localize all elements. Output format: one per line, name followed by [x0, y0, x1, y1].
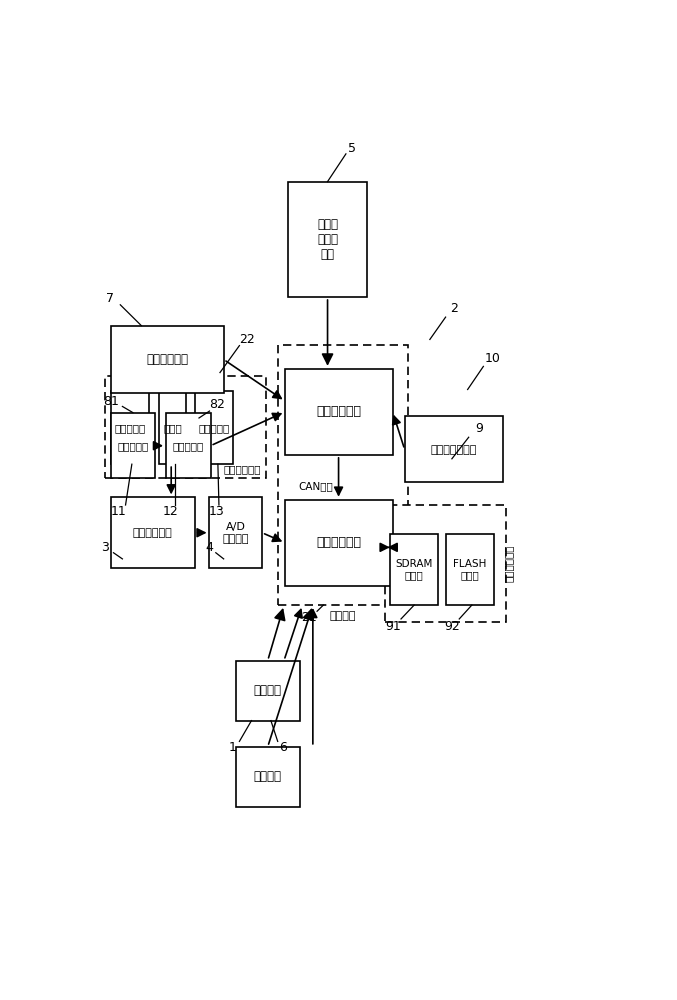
Text: A/D
转换模块: A/D 转换模块 — [223, 522, 249, 544]
Bar — [285, 500, 393, 586]
Bar — [405, 416, 503, 482]
Bar — [111, 391, 149, 464]
Text: 2: 2 — [451, 302, 458, 315]
Text: 5: 5 — [348, 142, 356, 155]
Text: 微处理器: 微处理器 — [330, 611, 356, 621]
Text: 数据分析模块: 数据分析模块 — [316, 405, 361, 418]
Text: 21: 21 — [301, 611, 317, 624]
Text: 重量采集单元: 重量采集单元 — [224, 464, 261, 474]
Bar — [209, 497, 262, 568]
Text: 4: 4 — [205, 541, 213, 554]
Text: 控制器输出单元: 控制器输出单元 — [431, 445, 477, 455]
Text: 92: 92 — [444, 620, 460, 633]
Bar — [104, 376, 266, 478]
Text: 82: 82 — [209, 398, 225, 411]
Text: 数据采集模块: 数据采集模块 — [316, 536, 361, 549]
Text: 91: 91 — [385, 620, 401, 633]
Text: 通讯接口: 通讯接口 — [254, 770, 282, 783]
Text: 系统电源: 系统电源 — [254, 684, 282, 697]
Text: 压力传感器: 压力传感器 — [198, 423, 230, 433]
Bar — [385, 505, 506, 622]
Text: 22: 22 — [240, 333, 255, 346]
Bar — [111, 413, 156, 478]
Text: 1: 1 — [229, 741, 236, 754]
Text: 81: 81 — [103, 395, 118, 408]
Text: 9: 9 — [475, 422, 483, 434]
Text: 陀螺仪: 陀螺仪 — [163, 423, 182, 433]
Text: 12: 12 — [162, 505, 178, 518]
Text: SDRAM
存储器: SDRAM 存储器 — [395, 559, 433, 580]
Bar — [278, 345, 408, 605]
Text: 11: 11 — [111, 505, 127, 518]
Bar — [445, 534, 494, 605]
Bar — [111, 326, 223, 393]
Text: 10: 10 — [485, 352, 501, 365]
Bar — [166, 413, 211, 478]
Text: 位置传感器: 位置传感器 — [117, 441, 148, 451]
Text: 3: 3 — [101, 541, 108, 554]
Bar — [236, 661, 300, 721]
Text: 称重结
果显示
单元: 称重结 果显示 单元 — [317, 218, 338, 261]
Bar — [288, 182, 367, 297]
Bar — [390, 534, 438, 605]
Bar — [285, 369, 393, 455]
Text: 信号调理模块: 信号调理模块 — [133, 528, 173, 538]
Bar — [111, 497, 195, 568]
Text: 6: 6 — [279, 741, 287, 754]
Text: 晶振滤波模块: 晶振滤波模块 — [146, 353, 188, 366]
Text: FLASH
存储器: FLASH 存储器 — [453, 559, 486, 580]
Bar — [195, 391, 233, 464]
Text: 信号接收器: 信号接收器 — [173, 441, 204, 451]
Text: 倾角传感器: 倾角传感器 — [114, 423, 146, 433]
Text: 13: 13 — [209, 505, 225, 518]
Bar — [159, 391, 186, 464]
Bar — [236, 747, 300, 807]
Text: 数据存储模块: 数据存储模块 — [504, 545, 514, 582]
Text: 7: 7 — [106, 292, 114, 305]
Text: CAN总线: CAN总线 — [299, 481, 334, 491]
